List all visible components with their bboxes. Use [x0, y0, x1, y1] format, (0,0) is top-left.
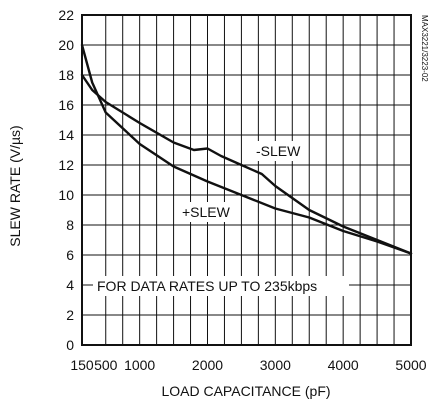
x-tick-label: 2000 — [192, 357, 223, 373]
y-tick-labels: 0 2 4 6 8 10 12 14 16 18 20 22 — [58, 7, 74, 353]
data-rate-note-bg — [93, 276, 349, 296]
y-tick-label: 0 — [66, 337, 74, 353]
x-axis-label: LOAD CAPACITANCE (pF) — [161, 383, 330, 399]
figure-code: MAX3221/3223-02 — [420, 15, 428, 82]
x-tick-labels: 150 500 1000 2000 3000 4000 5000 — [70, 357, 426, 373]
x-tick-label: 3000 — [260, 357, 291, 373]
y-tick-label: 20 — [58, 37, 74, 53]
series-layer — [80, 43, 413, 255]
x-tick-label: 150 — [70, 357, 94, 373]
y-tick-label: 22 — [58, 7, 74, 23]
data-rate-note: FOR DATA RATES UP TO 235kbps — [97, 278, 317, 294]
plus-slew-label: +SLEW — [182, 204, 231, 220]
x-tick-label: 5000 — [395, 357, 426, 373]
series-line-minus-slew — [80, 73, 413, 255]
x-tick-label: 500 — [94, 357, 118, 373]
y-tick-label: 2 — [66, 307, 74, 323]
y-tick-label: 10 — [58, 187, 74, 203]
y-tick-label: 4 — [66, 277, 74, 293]
y-tick-label: 18 — [58, 67, 74, 83]
y-tick-label: 6 — [66, 247, 74, 263]
minus-slew-label-bg — [252, 141, 304, 161]
y-axis-label: SLEW RATE (V/µs) — [7, 125, 23, 246]
series-line-plus-slew — [80, 43, 413, 255]
minus-slew-label: -SLEW — [256, 143, 301, 159]
y-tick-label: 8 — [66, 217, 74, 233]
x-tick-label: 1000 — [124, 357, 155, 373]
y-tick-label: 12 — [58, 157, 74, 173]
x-tick-label: 4000 — [328, 357, 359, 373]
y-tick-label: 16 — [58, 97, 74, 113]
plus-slew-label-bg — [180, 202, 232, 222]
y-tick-label: 14 — [58, 127, 74, 143]
plot-frame — [81, 14, 412, 346]
